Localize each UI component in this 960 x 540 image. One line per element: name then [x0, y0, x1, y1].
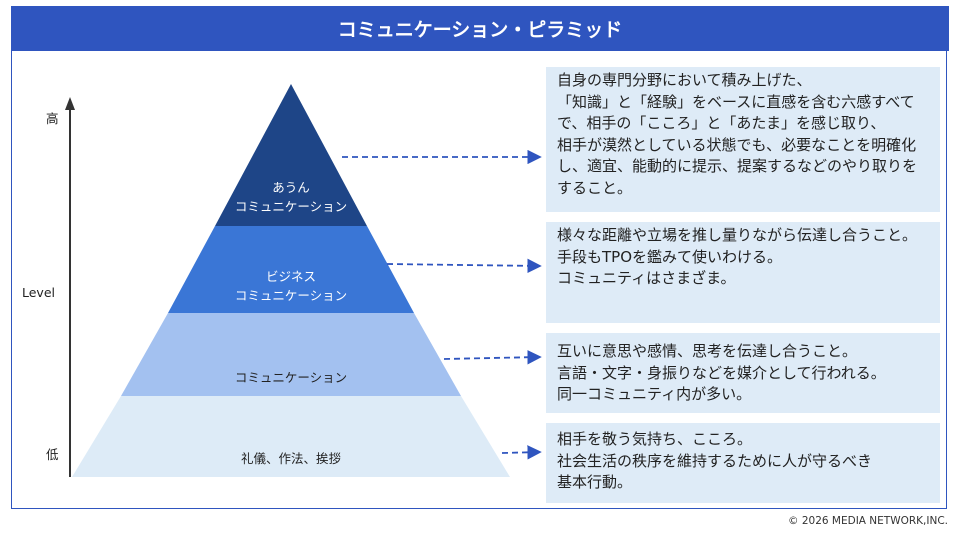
axis-high-label: 高 [46, 111, 59, 126]
connector-arrow [386, 258, 542, 274]
connector-arrow [443, 350, 542, 365]
layer-label: ビジネス [266, 269, 316, 284]
description-box-manners: 相手を敬う気持ち、こころ。 社会生活の秩序を維持するために人が守るべき 基本行動… [546, 423, 940, 503]
description-box-business: 様々な距離や立場を推し量りながら伝達し合うこと。 手段もTPOを鑑みて使いわける… [546, 222, 940, 323]
layer-label: コミュニケーション [235, 288, 347, 303]
page-title: コミュニケーション・ピラミッド [11, 6, 949, 51]
pyramid-layer-manners [72, 396, 510, 477]
pyramid-layer-communication [121, 313, 461, 396]
layer-label: 礼儀、作法、挨拶 [241, 451, 342, 466]
pyramid-layer-aun [215, 84, 367, 226]
copyright: © 2026 MEDIA NETWORK,INC. [788, 515, 948, 527]
axis-arrow-icon [65, 97, 75, 110]
axis-title: Level [22, 285, 55, 300]
description-box-aun: 自身の専門分野において積み上げた、 「知識」と「経験」をベースに直感を含む六感す… [546, 67, 940, 212]
connector-arrow [501, 445, 542, 460]
layer-label: あうん [272, 180, 310, 195]
description-box-communication: 互いに意思や感情、思考を伝達し合うこと。 言語・文字・身振りなどを媒介として行わ… [546, 333, 940, 413]
pyramid-layer-business [168, 226, 414, 313]
layer-label: コミュニケーション [235, 199, 347, 214]
layer-label: コミュニケーション [235, 370, 347, 385]
axis-low-label: 低 [46, 447, 59, 462]
